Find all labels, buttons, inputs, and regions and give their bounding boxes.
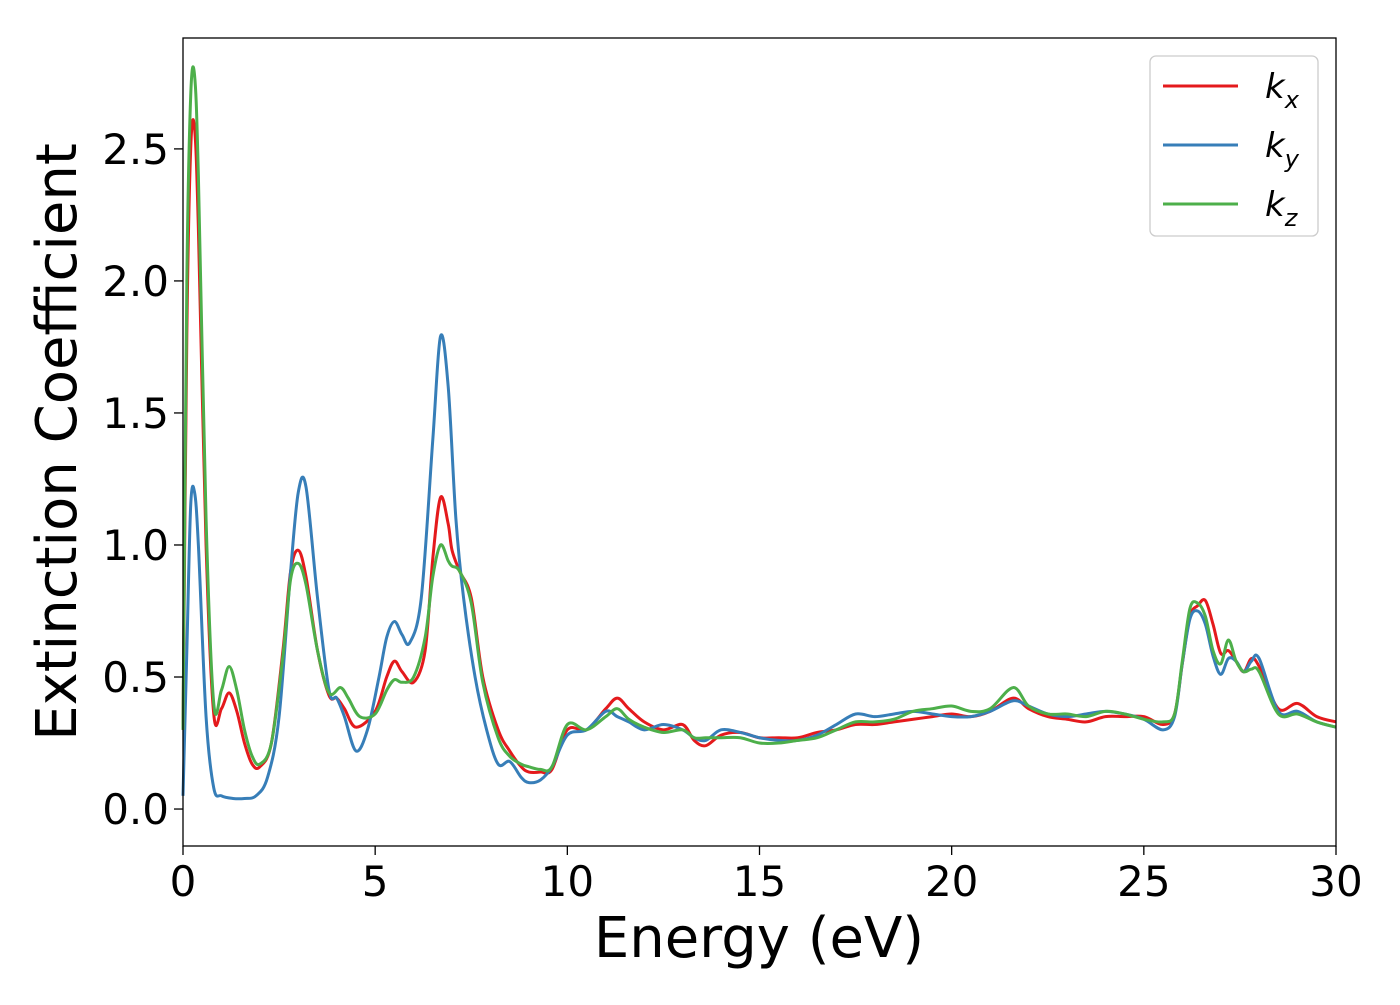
y-tick-label: 2.5	[102, 125, 169, 174]
x-tick-label: 5	[362, 857, 389, 906]
legend-label-x: kx	[1265, 67, 1300, 114]
x-axis-title: Energy (eV)	[594, 906, 924, 971]
series-line-y	[181, 333, 1337, 801]
x-tick-label: 25	[1117, 857, 1170, 906]
y-axis-title: Extinction Coefficient	[25, 143, 90, 741]
legend-label-y: ky	[1265, 126, 1300, 173]
legend-label-z: kz	[1265, 185, 1299, 232]
legend-label-subscript: x	[1284, 86, 1300, 114]
y-tick-label: 0.5	[102, 653, 169, 702]
x-tick-label: 10	[541, 857, 594, 906]
x-tick-label: 30	[1309, 857, 1362, 906]
legend-label-main: k	[1265, 126, 1286, 166]
y-tick-label: 0.0	[102, 785, 169, 834]
ticks-layer: 0 5 10 15 20 25 30 0.0 0.5 1.0 1.5 2.0 2.5	[102, 125, 1363, 906]
legend-label-main: k	[1265, 185, 1286, 225]
series-line-z	[181, 65, 1337, 773]
series-layer	[181, 65, 1337, 801]
x-tick-label: 20	[925, 857, 978, 906]
legend-label-subscript: z	[1284, 204, 1299, 232]
y-tick-label: 1.5	[102, 389, 169, 438]
y-tick-label: 2.0	[102, 257, 169, 306]
y-tick-label: 1.0	[102, 521, 169, 570]
legend-label-subscript: y	[1284, 145, 1300, 173]
x-tick-label: 0	[170, 857, 197, 906]
legend-label-main: k	[1265, 67, 1286, 107]
x-tick-label: 15	[733, 857, 786, 906]
